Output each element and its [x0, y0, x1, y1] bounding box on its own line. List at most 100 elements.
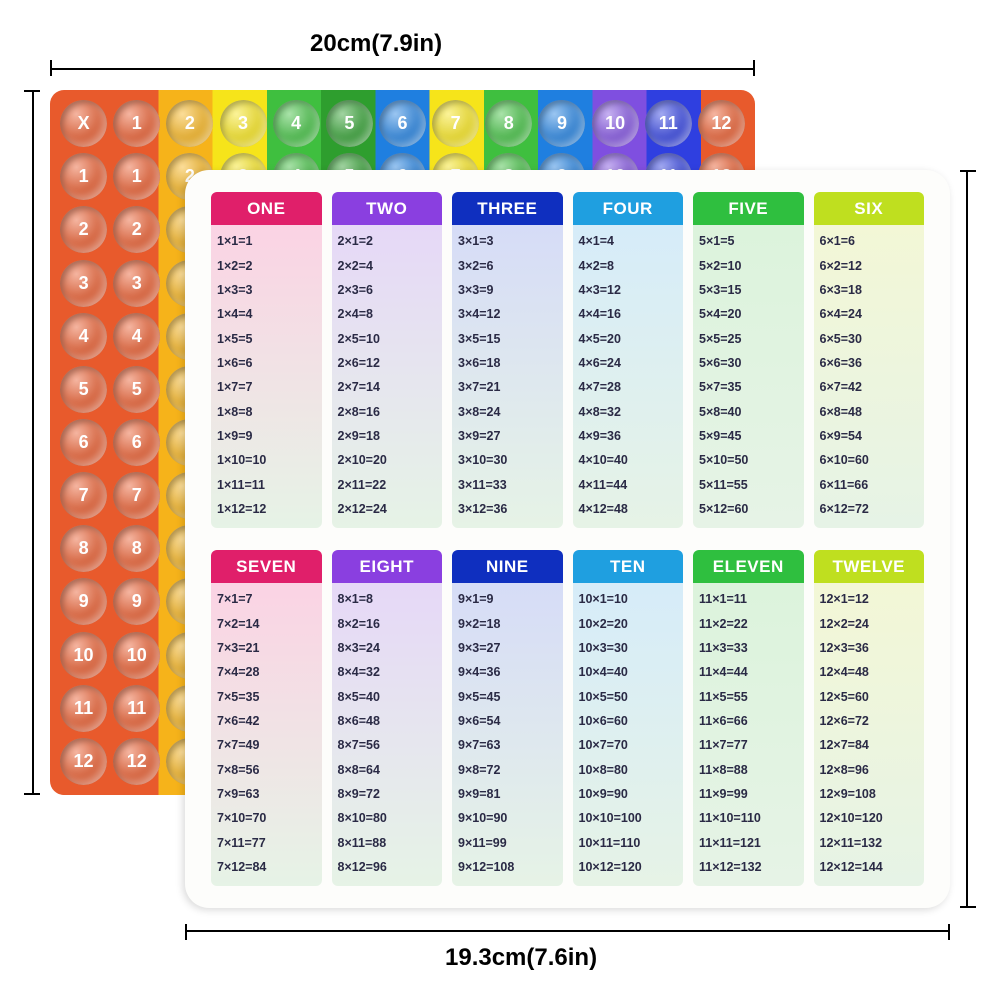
- times-row: 9×10=90: [458, 809, 557, 828]
- times-row: 12×12=144: [820, 858, 919, 877]
- times-row: 6×12=72: [820, 500, 919, 519]
- times-row: 3×8=24: [458, 403, 557, 422]
- dim-bracket-bottom: [185, 930, 950, 932]
- popit-cell: 4: [111, 311, 162, 362]
- times-row: 10×4=40: [579, 663, 678, 682]
- times-row: 9×4=36: [458, 663, 557, 682]
- popit-bubble: 2: [113, 206, 160, 253]
- popit-cell: 10: [590, 98, 641, 149]
- times-row: 3×9=27: [458, 427, 557, 446]
- popit-bubble: 8: [485, 100, 532, 147]
- times-row: 2×10=20: [338, 451, 437, 470]
- times-column-body: 4×1=44×2=84×3=124×4=164×5=204×6=244×7=28…: [573, 225, 684, 528]
- times-column-7: SEVEN7×1=77×2=147×3=217×4=287×5=357×6=42…: [211, 550, 322, 886]
- popit-cell: 8: [111, 523, 162, 574]
- times-row: 12×6=72: [820, 712, 919, 731]
- popit-cell: 1: [111, 151, 162, 202]
- popit-bubble: 1: [113, 153, 160, 200]
- popit-bubble: 5: [60, 366, 107, 413]
- times-column-body: 9×1=99×2=189×3=279×4=369×5=459×6=549×7=6…: [452, 583, 563, 886]
- times-row: 3×7=21: [458, 378, 557, 397]
- popit-bubble: 9: [60, 578, 107, 625]
- times-row: 12×5=60: [820, 688, 919, 707]
- times-column-body: 6×1=66×2=126×3=186×4=246×5=306×6=366×7=4…: [814, 225, 925, 528]
- dim-tick: [948, 924, 950, 940]
- times-column-8: EIGHT8×1=88×2=168×3=248×4=328×5=408×6=48…: [332, 550, 443, 886]
- dim-bracket-left: [32, 90, 34, 795]
- popit-cell: 5: [58, 364, 109, 415]
- times-row: 12×9=108: [820, 785, 919, 804]
- times-column-head: FOUR: [573, 192, 684, 225]
- popit-bubble: 12: [113, 738, 160, 785]
- times-row: 7×11=77: [217, 834, 316, 853]
- times-row: 11×2=22: [699, 615, 798, 634]
- times-row: 4×12=48: [579, 500, 678, 519]
- times-row: 4×11=44: [579, 476, 678, 495]
- times-row: 4×6=24: [579, 354, 678, 373]
- times-row: 2×4=8: [338, 305, 437, 324]
- times-row: 6×9=54: [820, 427, 919, 446]
- popit-bubble: 3: [60, 260, 107, 307]
- times-row: 9×6=54: [458, 712, 557, 731]
- popit-bubble: 9: [538, 100, 585, 147]
- times-row: 10×6=60: [579, 712, 678, 731]
- times-row: 5×3=15: [699, 281, 798, 300]
- times-column-1: ONE1×1=11×2=21×3=31×4=41×5=51×6=61×7=71×…: [211, 192, 322, 528]
- stage: 20cm(7.9in) 20cm(7.9in) 19.3cm(7.6in) 19…: [50, 50, 950, 950]
- times-row: 4×8=32: [579, 403, 678, 422]
- times-row: 1×8=8: [217, 403, 316, 422]
- card-row-bottom: SEVEN7×1=77×2=147×3=217×4=287×5=357×6=42…: [211, 550, 924, 886]
- times-row: 1×11=11: [217, 476, 316, 495]
- dim-tick: [50, 60, 52, 76]
- times-row: 8×6=48: [338, 712, 437, 731]
- times-row: 1×6=6: [217, 354, 316, 373]
- popit-cell: 9: [111, 576, 162, 627]
- popit-cell: 4: [58, 311, 109, 362]
- popit-bubble: 10: [113, 632, 160, 679]
- times-row: 7×1=7: [217, 590, 316, 609]
- times-column-body: 5×1=55×2=105×3=155×4=205×5=255×6=305×7=3…: [693, 225, 804, 528]
- times-column-6: SIX6×1=66×2=126×3=186×4=246×5=306×6=366×…: [814, 192, 925, 528]
- times-row: 12×11=132: [820, 834, 919, 853]
- popit-cell: 1: [58, 151, 109, 202]
- times-column-body: 7×1=77×2=147×3=217×4=287×5=357×6=427×7=4…: [211, 583, 322, 886]
- dim-bracket-right: [966, 170, 968, 908]
- times-row: 2×12=24: [338, 500, 437, 519]
- times-column-5: FIVE5×1=55×2=105×3=155×4=205×5=255×6=305…: [693, 192, 804, 528]
- times-row: 3×12=36: [458, 500, 557, 519]
- times-row: 9×7=63: [458, 736, 557, 755]
- times-row: 5×7=35: [699, 378, 798, 397]
- times-row: 5×10=50: [699, 451, 798, 470]
- times-row: 9×5=45: [458, 688, 557, 707]
- times-row: 12×4=48: [820, 663, 919, 682]
- times-column-head: ELEVEN: [693, 550, 804, 583]
- popit-cell: 5: [324, 98, 375, 149]
- popit-bubble: 3: [113, 260, 160, 307]
- dim-label-bottom: 19.3cm(7.6in): [445, 944, 597, 972]
- times-column-head: FIVE: [693, 192, 804, 225]
- popit-bubble: 4: [60, 313, 107, 360]
- popit-bubble: 11: [645, 100, 692, 147]
- popit-bubble: 1: [113, 100, 160, 147]
- times-row: 6×2=12: [820, 257, 919, 276]
- times-row: 3×10=30: [458, 451, 557, 470]
- times-row: 2×5=10: [338, 330, 437, 349]
- popit-bubble: 4: [273, 100, 320, 147]
- times-row: 3×2=6: [458, 257, 557, 276]
- popit-bubble: 5: [113, 366, 160, 413]
- times-row: 8×12=96: [338, 858, 437, 877]
- times-row: 2×11=22: [338, 476, 437, 495]
- dim-tick: [960, 170, 976, 172]
- times-column-body: 2×1=22×2=42×3=62×4=82×5=102×6=122×7=142×…: [332, 225, 443, 528]
- times-row: 12×8=96: [820, 761, 919, 780]
- times-column-3: THREE3×1=33×2=63×3=93×4=123×5=153×6=183×…: [452, 192, 563, 528]
- popit-bubble: 6: [60, 419, 107, 466]
- popit-bubble: 4: [113, 313, 160, 360]
- dim-tick: [24, 793, 40, 795]
- times-column-10: TEN10×1=1010×2=2010×3=3010×4=4010×5=5010…: [573, 550, 684, 886]
- times-row: 12×7=84: [820, 736, 919, 755]
- times-column-head: ONE: [211, 192, 322, 225]
- times-row: 8×11=88: [338, 834, 437, 853]
- times-row: 1×3=3: [217, 281, 316, 300]
- popit-bubble: 1: [60, 153, 107, 200]
